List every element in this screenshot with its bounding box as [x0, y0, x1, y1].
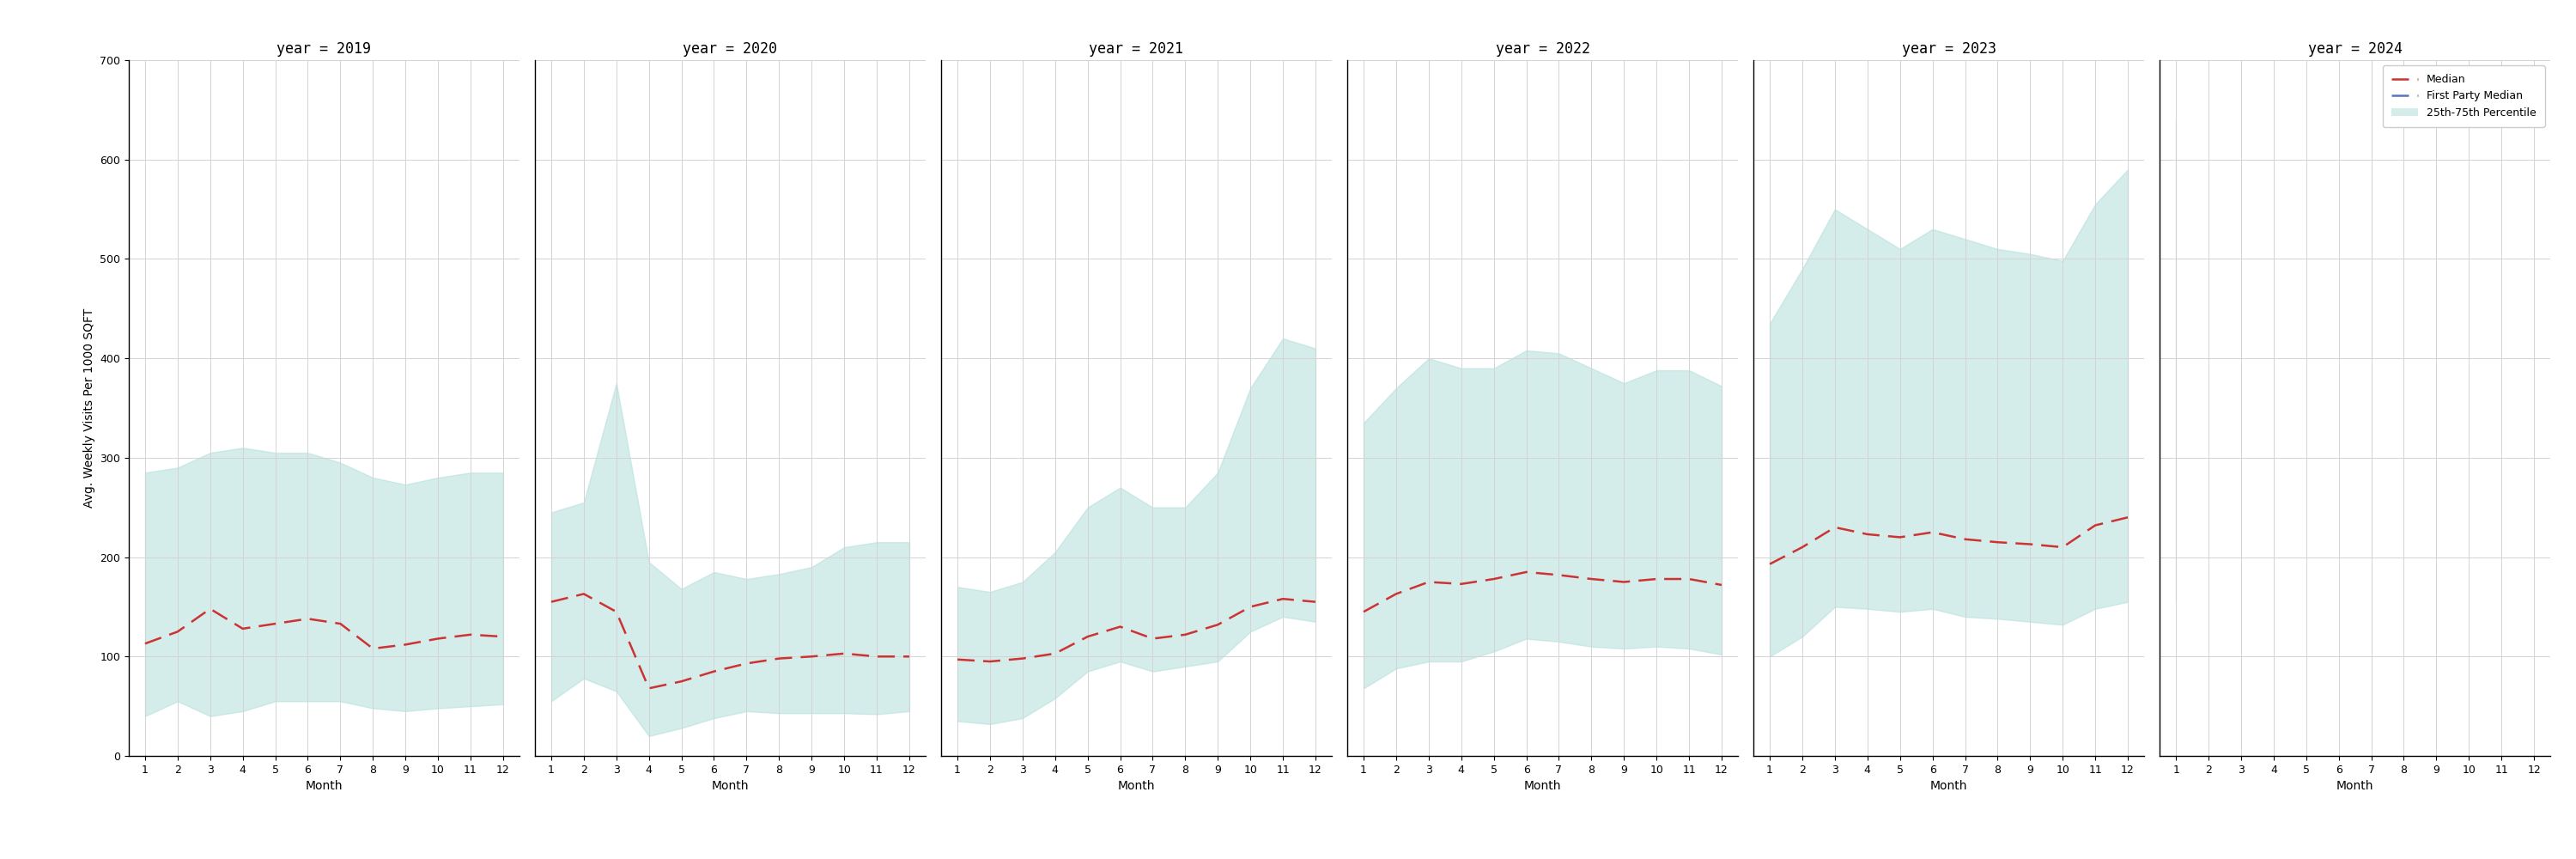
Median	[1267, 594, 1298, 604]
Title: year = 2019: year = 2019	[276, 41, 371, 57]
Median	[1950, 534, 1981, 545]
Line: Median: Median	[958, 599, 1316, 661]
Median	[1041, 649, 1072, 659]
X-axis label: Month: Month	[1525, 780, 1561, 792]
Median	[2048, 542, 2079, 552]
Median	[2112, 512, 2143, 522]
Median	[227, 624, 258, 634]
Median	[1819, 522, 1850, 533]
Median	[1105, 622, 1136, 632]
Median	[487, 631, 518, 642]
X-axis label: Month: Month	[711, 780, 750, 792]
Median	[1479, 574, 1510, 584]
Median	[1007, 654, 1038, 664]
Median	[829, 649, 860, 659]
Title: year = 2023: year = 2023	[1901, 41, 1996, 57]
Median	[1577, 574, 1607, 584]
Median	[1203, 619, 1234, 630]
Median	[2079, 521, 2110, 531]
Median	[698, 667, 729, 677]
Median	[1170, 630, 1200, 640]
Median	[569, 588, 600, 599]
Line: Median: Median	[1770, 517, 2128, 564]
Median	[1674, 574, 1705, 584]
Median	[1981, 537, 2012, 547]
Median	[1543, 570, 1574, 580]
Median	[2014, 539, 2045, 550]
Median	[1754, 559, 1785, 570]
Median	[1445, 579, 1476, 589]
Median	[1347, 606, 1378, 617]
Median	[196, 604, 227, 614]
Median	[1852, 529, 1883, 539]
Median	[389, 639, 420, 649]
Line: Median: Median	[1363, 572, 1721, 612]
Median	[1512, 567, 1543, 577]
Median	[422, 633, 453, 643]
Median	[1381, 588, 1412, 599]
Median	[358, 643, 389, 654]
Median	[1072, 631, 1103, 642]
Median	[162, 626, 193, 637]
Legend: Median, First Party Median, 25th-75th Percentile: Median, First Party Median, 25th-75th Pe…	[2383, 65, 2545, 127]
Median	[1136, 633, 1167, 643]
X-axis label: Month: Month	[307, 780, 343, 792]
Median	[667, 676, 698, 686]
Y-axis label: Avg. Weekly Visits Per 1000 SQFT: Avg. Weekly Visits Per 1000 SQFT	[82, 308, 95, 508]
Median	[325, 618, 355, 629]
Median	[536, 597, 567, 607]
Median	[1641, 574, 1672, 584]
Median	[1917, 527, 1947, 538]
Title: year = 2020: year = 2020	[683, 41, 778, 57]
Median	[129, 638, 160, 649]
Title: year = 2022: year = 2022	[1497, 41, 1589, 57]
Title: year = 2021: year = 2021	[1090, 41, 1182, 57]
Median	[1301, 597, 1332, 607]
Median	[974, 656, 1005, 667]
Median	[1886, 532, 1917, 542]
Median	[1788, 542, 1819, 552]
Median	[600, 606, 631, 617]
Median	[1607, 577, 1638, 588]
Median	[762, 654, 793, 664]
X-axis label: Month: Month	[2336, 780, 2372, 792]
Median	[1705, 580, 1736, 590]
Median	[796, 651, 827, 661]
Median	[260, 618, 291, 629]
Median	[732, 658, 762, 668]
Median	[1414, 577, 1445, 588]
Title: year = 2024: year = 2024	[2308, 41, 2403, 57]
Median	[1234, 601, 1265, 612]
Median	[894, 651, 925, 661]
Median	[860, 651, 891, 661]
Median	[943, 655, 974, 665]
Median	[456, 630, 487, 640]
X-axis label: Month: Month	[1118, 780, 1154, 792]
Median	[634, 683, 665, 693]
Line: Median: Median	[551, 594, 909, 688]
X-axis label: Month: Month	[1929, 780, 1968, 792]
Line: Median: Median	[144, 609, 502, 649]
Median	[291, 613, 322, 624]
